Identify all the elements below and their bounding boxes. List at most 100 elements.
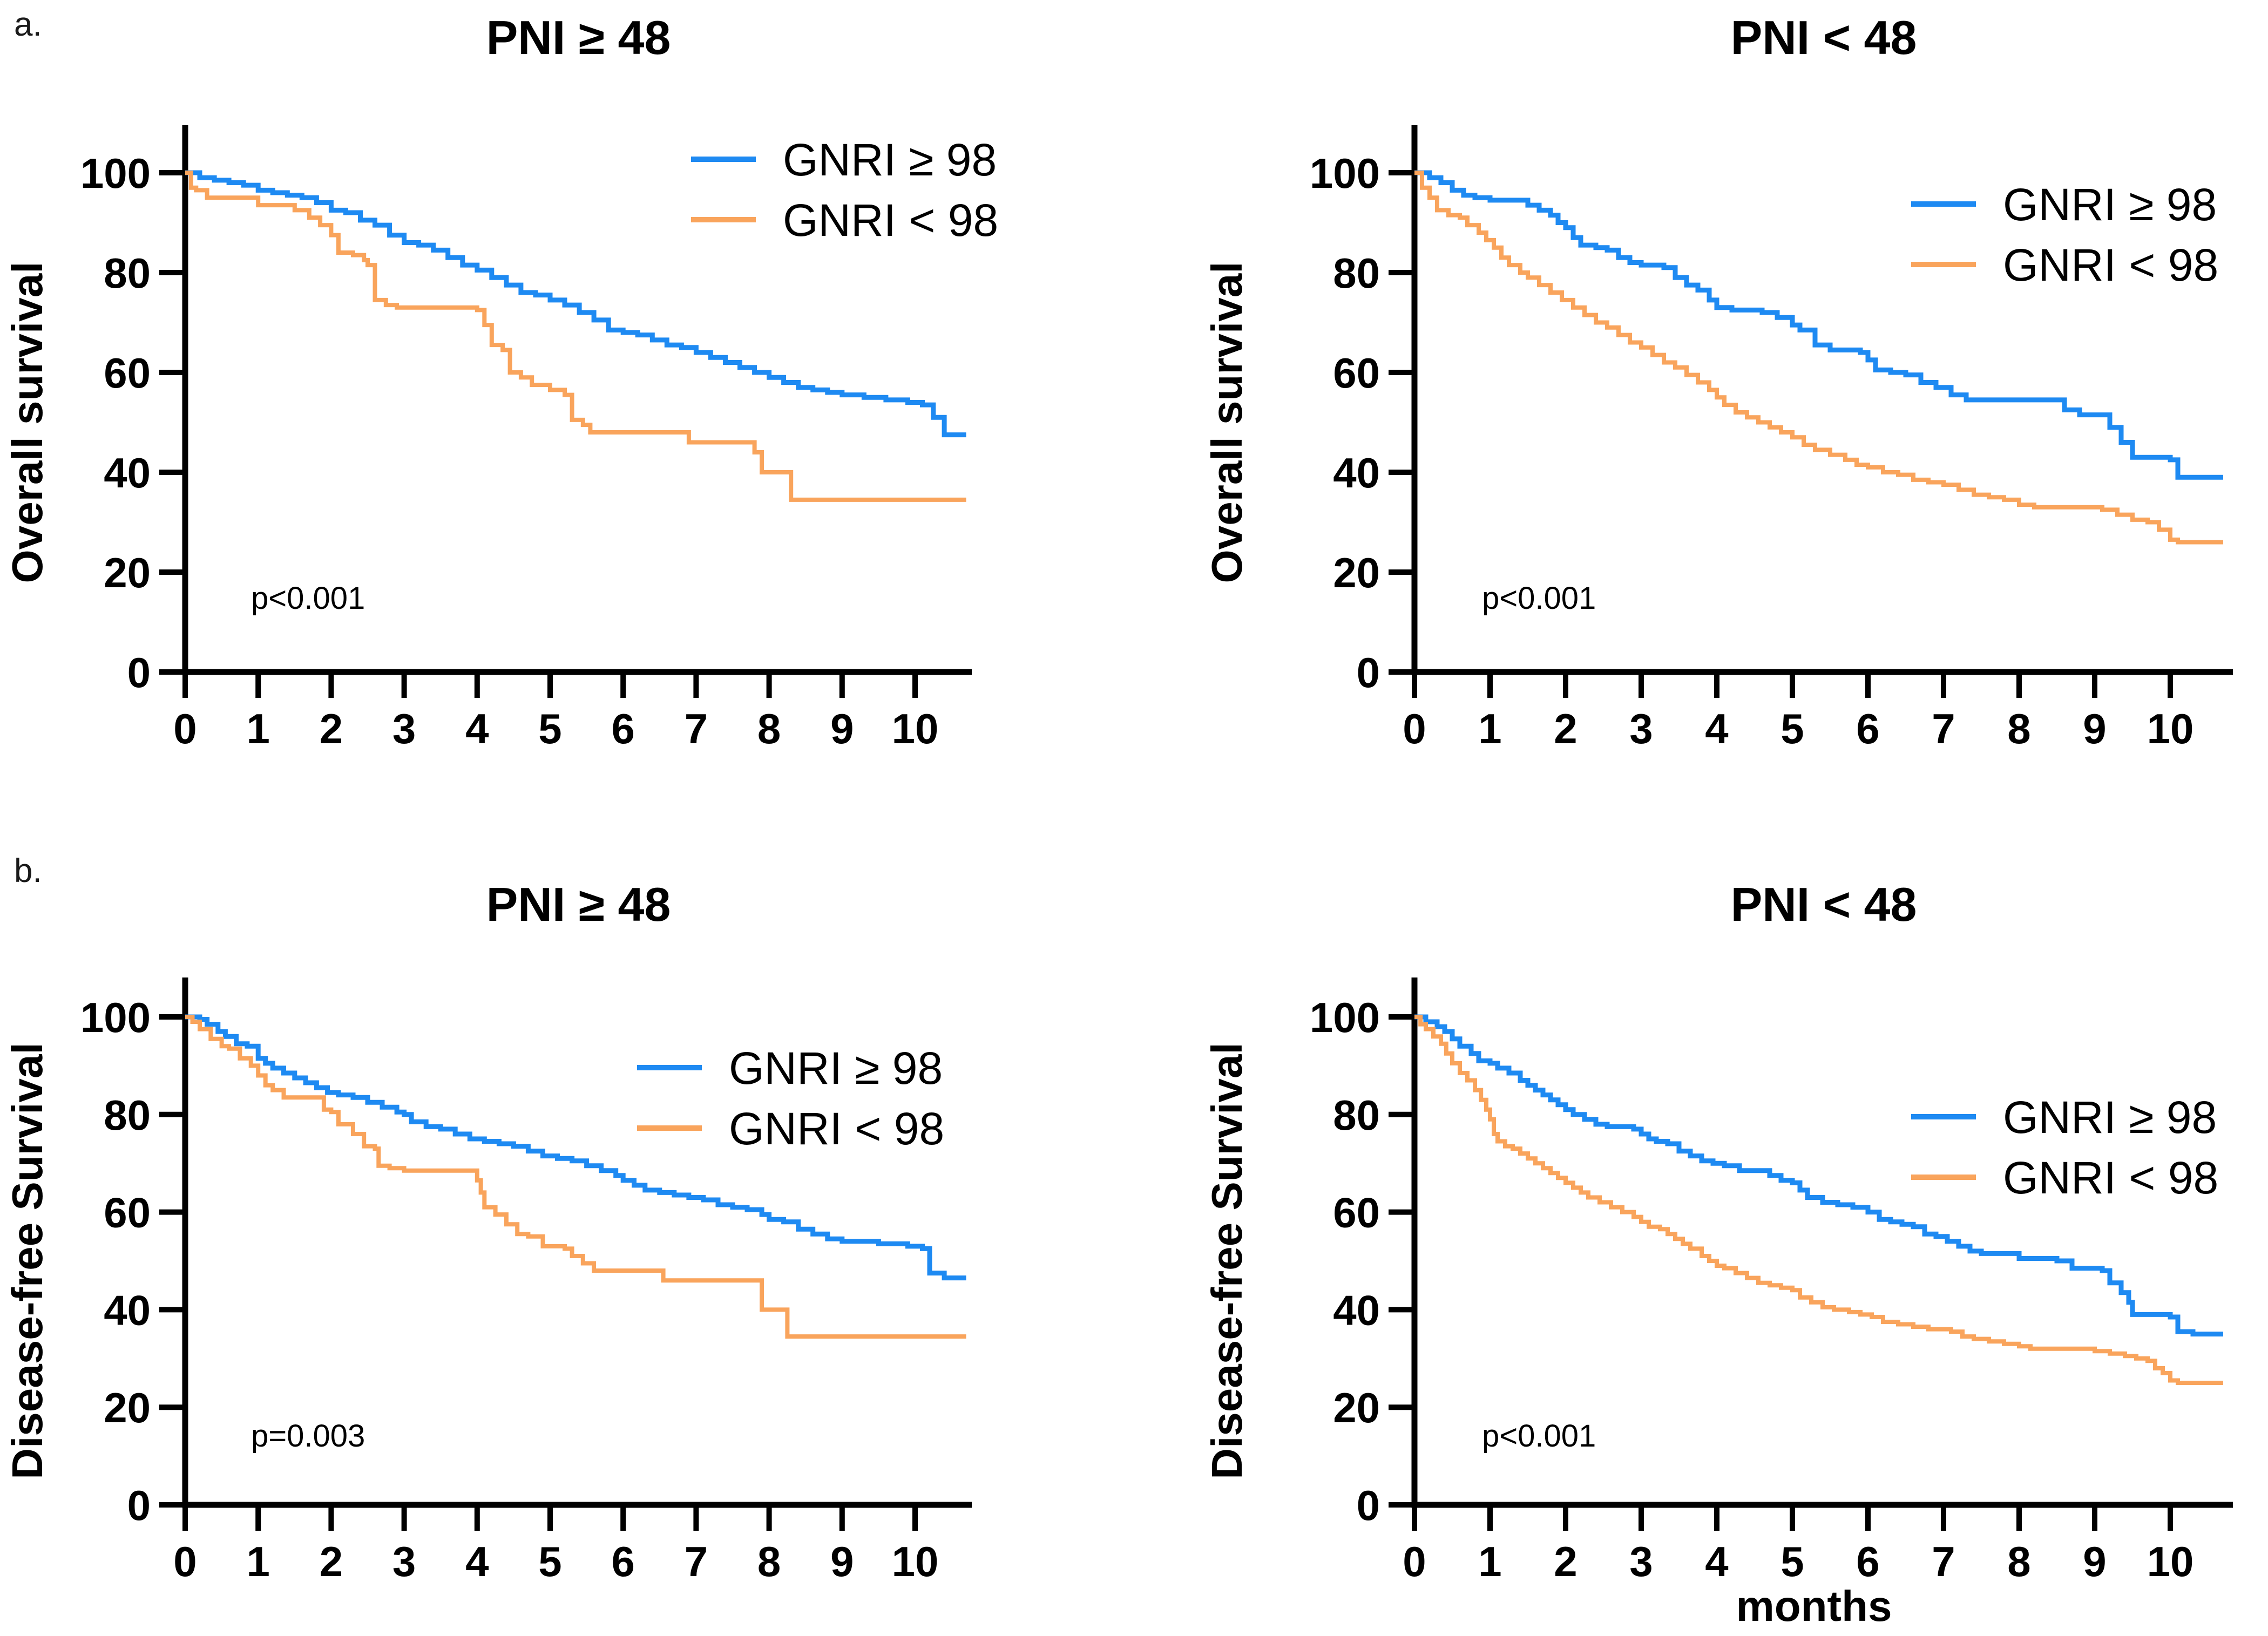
legend-label-gnri-high: GNRI ≥ 98: [2003, 179, 2217, 230]
y-tick-label: 0: [1357, 1482, 1380, 1529]
x-tick-label: 7: [1932, 705, 1955, 752]
x-tick-label: 0: [1403, 705, 1426, 752]
x-tick-label: 9: [830, 705, 854, 752]
x-tick-label: 5: [538, 705, 561, 752]
x-tick-label: 4: [465, 1538, 489, 1585]
panel-label-b: b.: [14, 852, 42, 890]
p-value-label: p<0.001: [251, 581, 365, 616]
x-tick-label: 5: [1780, 1538, 1804, 1585]
y-tick-label: 0: [1357, 649, 1380, 696]
x-tick-label: 1: [1478, 705, 1501, 752]
axes: [159, 977, 972, 1531]
y-tick-label: 100: [1310, 994, 1380, 1041]
km-curve-gnri-high: [1414, 170, 2223, 480]
x-tick-label: 10: [892, 705, 939, 752]
axes: [159, 125, 972, 698]
x-tick-label: 9: [2083, 1538, 2106, 1585]
y-tick-label: 0: [127, 1482, 151, 1529]
km-curve-gnri-high: [185, 1014, 966, 1281]
axes: [1389, 125, 2233, 698]
x-tick-label: 8: [2007, 705, 2030, 752]
x-tick-label: 10: [2147, 705, 2194, 752]
axes: [1389, 977, 2233, 1531]
legend: GNRI ≥ 98 GNRI < 98: [1911, 1092, 2218, 1203]
x-tick-label: 9: [830, 1538, 854, 1585]
legend-label-gnri-high: GNRI ≥ 98: [2003, 1092, 2217, 1143]
x-tick-label: 6: [612, 1538, 635, 1585]
legend: GNRI ≥ 98 GNRI < 98: [1911, 179, 2218, 290]
x-tick-label: 1: [1478, 1538, 1501, 1585]
p-value-label: p<0.001: [1482, 581, 1596, 616]
x-tick-label: 2: [320, 1538, 343, 1585]
legend-label-gnri-high: GNRI ≥ 98: [729, 1043, 943, 1094]
km-curve-gnri-high: [185, 170, 966, 438]
y-axis-title: Overall survival: [3, 262, 51, 583]
y-tick-label: 40: [1333, 449, 1380, 497]
x-tick-label: 3: [392, 1538, 416, 1585]
panel-title: PNI ≥ 48: [486, 878, 671, 931]
x-tick-label: 3: [1629, 705, 1653, 752]
x-tick-label: 0: [173, 705, 197, 752]
y-tick-label: 60: [1333, 349, 1380, 397]
panel-label-a: a.: [14, 6, 42, 43]
y-tick-label: 40: [1333, 1286, 1380, 1334]
x-tick-label: 8: [2007, 1538, 2030, 1585]
x-tick-label: 10: [892, 1538, 939, 1585]
x-tick-label: 7: [1932, 1538, 1955, 1585]
y-axis-title: Overall survival: [1203, 262, 1251, 583]
y-tick-label: 20: [104, 1384, 151, 1431]
y-tick-label: 60: [104, 1189, 151, 1237]
y-axis-title: Disease-free Survival: [1203, 1042, 1251, 1479]
y-tick-label: 100: [80, 994, 151, 1041]
km-curve-gnri-low: [1414, 1015, 2223, 1385]
legend-label-gnri-low: GNRI < 98: [729, 1103, 944, 1154]
x-tick-label: 1: [247, 705, 270, 752]
x-tick-label: 0: [173, 1538, 197, 1585]
x-tick-label: 7: [685, 705, 708, 752]
y-tick-label: 100: [1310, 150, 1380, 197]
p-value-label: p=0.003: [251, 1418, 365, 1454]
x-tick-label: 7: [685, 1538, 708, 1585]
y-tick-label: 100: [80, 150, 151, 197]
y-axis-title: Disease-free Survival: [3, 1042, 51, 1479]
y-tick-label: 60: [104, 349, 151, 397]
y-tick-label: 40: [104, 449, 151, 497]
x-tick-label: 4: [1705, 705, 1728, 752]
y-tick-label: 80: [104, 249, 151, 297]
x-tick-label: 5: [1780, 705, 1804, 752]
x-tick-label: 3: [392, 705, 416, 752]
x-tick-label: 1: [247, 1538, 270, 1585]
x-tick-label: 2: [320, 705, 343, 752]
x-tick-label: 0: [1403, 1538, 1426, 1585]
km-curve-gnri-low: [185, 171, 966, 502]
x-tick-label: 3: [1629, 1538, 1653, 1585]
y-tick-label: 40: [104, 1286, 151, 1334]
x-axis-label: months: [1736, 1582, 1892, 1630]
p-value-label: p<0.001: [1482, 1418, 1596, 1454]
km-curve-gnri-low: [185, 1015, 966, 1339]
x-tick-label: 8: [757, 1538, 781, 1585]
y-tick-label: 60: [1333, 1189, 1380, 1237]
legend: GNRI ≥ 98 GNRI < 98: [691, 134, 998, 246]
legend-label-gnri-low: GNRI < 98: [2003, 240, 2218, 290]
y-tick-label: 0: [127, 649, 151, 696]
legend: GNRI ≥ 98 GNRI < 98: [637, 1043, 944, 1154]
x-tick-label: 6: [612, 705, 635, 752]
y-tick-label: 80: [1333, 1091, 1380, 1139]
km-curve-gnri-low: [1414, 171, 2223, 545]
x-tick-label: 4: [465, 705, 489, 752]
x-tick-label: 2: [1554, 1538, 1577, 1585]
panel-title: PNI < 48: [1731, 11, 1917, 64]
x-tick-label: 9: [2083, 705, 2106, 752]
km-curve-gnri-high: [1414, 1014, 2223, 1337]
panel-title: PNI ≥ 48: [486, 11, 671, 64]
y-tick-label: 80: [1333, 249, 1380, 297]
